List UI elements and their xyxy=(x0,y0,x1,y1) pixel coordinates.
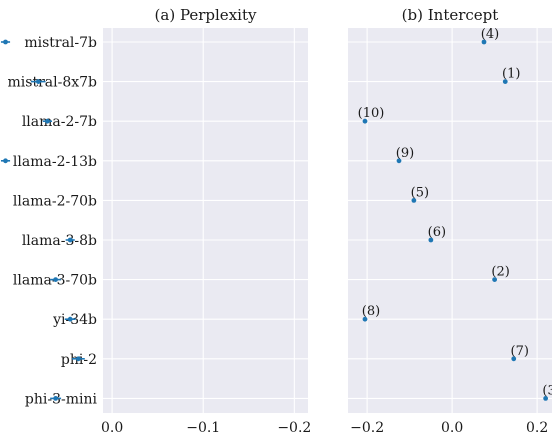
data-point xyxy=(3,39,8,45)
x-tick-label: −0.2 xyxy=(350,420,384,436)
rank-annotation: (10) xyxy=(358,106,385,121)
data-point xyxy=(3,158,8,164)
y-tick-label: mistral-7b xyxy=(24,35,97,51)
data-point xyxy=(53,396,59,401)
data-point xyxy=(492,277,498,282)
rank-annotation: (4) xyxy=(481,27,499,42)
data-point xyxy=(362,118,368,124)
x-tick-label: −0.2 xyxy=(277,420,311,436)
y-tick-label: mistral-8x7b xyxy=(8,75,98,91)
perplexity-plot-area xyxy=(103,28,308,413)
data-point xyxy=(53,277,59,282)
data-point xyxy=(76,356,81,362)
rank-annotation: (3) xyxy=(542,383,552,398)
data-point xyxy=(67,237,73,243)
x-tick-label: 0.0 xyxy=(101,420,123,436)
data-point xyxy=(362,316,368,322)
chart-title: (b) Intercept xyxy=(402,6,499,24)
data-point xyxy=(35,79,41,84)
data-point xyxy=(428,237,434,243)
rank-annotation: (8) xyxy=(362,304,380,319)
y-tick-label: llama-2-7b xyxy=(22,114,97,130)
intercept-panel: −0.2 0.0 0.2 (4) (1) (10) (9) (5) (6) (2) (8) (7) (3… xyxy=(348,6,552,436)
rank-annotation: (2) xyxy=(491,265,509,280)
data-point xyxy=(502,79,508,84)
y-tick-label: yi-34b xyxy=(52,312,97,328)
rank-annotation: (5) xyxy=(411,185,429,200)
intercept-plot-area xyxy=(348,28,552,413)
perplexity-panel: 0.0 −0.1 −0.2 mistral-7b mistral-8x7b llama-2… xyxy=(0,6,311,436)
y-tick-label: llama-3-8b xyxy=(22,233,97,249)
y-tick-label: llama-2-70b xyxy=(13,193,97,209)
data-point xyxy=(411,198,417,203)
rank-annotation: (9) xyxy=(396,146,414,161)
chart-title: (a) Perplexity xyxy=(155,6,257,24)
data-point xyxy=(396,158,402,164)
data-point xyxy=(511,356,517,362)
rank-annotation: (7) xyxy=(511,344,529,359)
data-point xyxy=(45,118,50,124)
y-tick-label: phi-3-mini xyxy=(25,391,98,407)
data-point xyxy=(481,39,487,45)
rank-annotation: (6) xyxy=(428,225,446,240)
x-tick-label: 0.2 xyxy=(526,420,548,436)
x-tick-label: 0.0 xyxy=(441,420,463,436)
data-point xyxy=(543,396,549,401)
data-point xyxy=(67,316,73,322)
y-tick-label: llama-2-13b xyxy=(13,154,97,170)
rank-annotation: (1) xyxy=(502,67,520,82)
x-tick-label: −0.1 xyxy=(186,420,220,436)
